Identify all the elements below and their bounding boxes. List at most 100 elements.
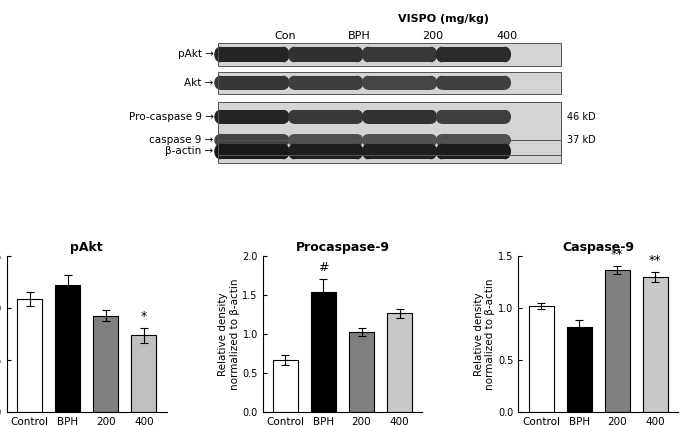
Bar <box>93 316 119 412</box>
Bar <box>219 140 560 163</box>
Ellipse shape <box>352 110 363 124</box>
Bar <box>368 110 432 124</box>
Bar <box>219 72 560 94</box>
Text: 400: 400 <box>497 31 518 41</box>
Text: **: ** <box>649 254 662 267</box>
Text: 46 kD: 46 kD <box>567 112 596 122</box>
Title: Caspase-9: Caspase-9 <box>562 241 634 254</box>
Ellipse shape <box>352 144 363 159</box>
Ellipse shape <box>362 110 373 124</box>
Ellipse shape <box>499 134 511 146</box>
Text: *: * <box>140 310 147 323</box>
Bar <box>368 134 432 146</box>
Bar <box>294 134 358 146</box>
Ellipse shape <box>499 76 511 90</box>
Bar <box>605 270 630 412</box>
Bar <box>220 134 284 146</box>
Bar <box>55 286 80 412</box>
Ellipse shape <box>288 144 299 159</box>
Bar <box>219 43 560 66</box>
Bar <box>368 47 432 62</box>
Ellipse shape <box>288 110 299 124</box>
Ellipse shape <box>436 144 447 159</box>
Ellipse shape <box>499 110 511 124</box>
Bar <box>294 47 358 62</box>
Bar <box>442 76 506 90</box>
Ellipse shape <box>288 47 299 62</box>
Ellipse shape <box>288 76 299 90</box>
Bar <box>220 144 284 159</box>
Bar <box>220 110 284 124</box>
Text: **: ** <box>611 248 623 261</box>
Bar <box>219 140 560 163</box>
Text: BPH: BPH <box>348 31 371 41</box>
Bar <box>387 313 412 412</box>
Ellipse shape <box>362 134 373 146</box>
Bar <box>442 134 506 146</box>
Bar <box>442 110 506 124</box>
Ellipse shape <box>499 144 511 159</box>
Bar <box>17 299 42 412</box>
Bar <box>220 76 284 90</box>
Ellipse shape <box>425 47 437 62</box>
Text: 200: 200 <box>423 31 444 41</box>
Ellipse shape <box>362 76 373 90</box>
Text: caspase 9 →: caspase 9 → <box>149 135 214 145</box>
Bar <box>442 144 506 159</box>
Bar <box>294 76 358 90</box>
Bar <box>643 277 668 412</box>
Ellipse shape <box>278 134 290 146</box>
Ellipse shape <box>362 144 373 159</box>
Bar <box>294 110 358 124</box>
Ellipse shape <box>499 47 511 62</box>
Text: β-actin →: β-actin → <box>165 147 214 156</box>
Bar <box>566 327 592 412</box>
Ellipse shape <box>288 134 299 146</box>
Bar <box>349 332 374 412</box>
Bar <box>132 335 156 412</box>
Bar <box>273 360 298 412</box>
Bar <box>219 102 560 155</box>
Ellipse shape <box>425 144 437 159</box>
Bar <box>294 144 358 159</box>
Ellipse shape <box>278 110 290 124</box>
Text: VISPO (mg/kg): VISPO (mg/kg) <box>398 14 488 24</box>
Title: Procaspase-9: Procaspase-9 <box>295 241 390 254</box>
Ellipse shape <box>214 134 226 146</box>
Ellipse shape <box>436 110 447 124</box>
Title: pAkt: pAkt <box>71 241 103 254</box>
Bar <box>368 76 432 90</box>
Y-axis label: Relative density
normalized to β-actin: Relative density normalized to β-actin <box>474 278 495 390</box>
Ellipse shape <box>425 134 437 146</box>
Ellipse shape <box>214 76 226 90</box>
Text: #: # <box>319 261 329 274</box>
Y-axis label: Relative density
normalized to β-actin: Relative density normalized to β-actin <box>218 278 240 390</box>
Ellipse shape <box>352 134 363 146</box>
Ellipse shape <box>425 76 437 90</box>
Ellipse shape <box>214 47 226 62</box>
Ellipse shape <box>436 76 447 90</box>
Bar <box>442 47 506 62</box>
Ellipse shape <box>214 110 226 124</box>
Ellipse shape <box>352 47 363 62</box>
Ellipse shape <box>362 47 373 62</box>
Ellipse shape <box>436 47 447 62</box>
Bar <box>219 102 560 155</box>
Ellipse shape <box>425 110 437 124</box>
Text: Con: Con <box>275 31 296 41</box>
Bar <box>219 72 560 94</box>
Text: Pro-caspase 9 →: Pro-caspase 9 → <box>129 112 214 122</box>
Bar <box>219 43 560 66</box>
Ellipse shape <box>436 134 447 146</box>
Text: 37 kD: 37 kD <box>567 135 596 145</box>
Ellipse shape <box>278 144 290 159</box>
Text: pAkt →: pAkt → <box>177 49 214 60</box>
Bar <box>368 144 432 159</box>
Bar <box>311 292 336 412</box>
Bar <box>220 47 284 62</box>
Ellipse shape <box>278 76 290 90</box>
Ellipse shape <box>214 144 226 159</box>
Bar <box>529 306 553 412</box>
Ellipse shape <box>352 76 363 90</box>
Ellipse shape <box>278 47 290 62</box>
